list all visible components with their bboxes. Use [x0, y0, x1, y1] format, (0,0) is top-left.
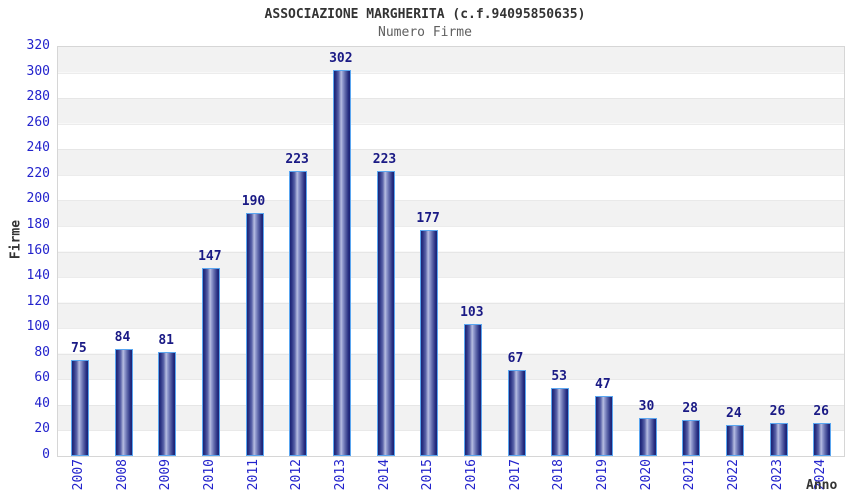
bar-2020: [638, 417, 657, 456]
gridline: [58, 200, 844, 202]
bar-value-label: 53: [551, 369, 567, 385]
bar-value-label: 103: [460, 305, 484, 321]
y-tick-label: 120: [26, 293, 50, 309]
gridline: [58, 404, 844, 406]
bar-value-label: 302: [329, 51, 353, 66]
bar-2013: [332, 70, 351, 456]
x-tick-label: 2012: [289, 459, 305, 491]
y-tick-label: 180: [26, 216, 50, 232]
gridline: [58, 379, 844, 381]
y-tick-label: 280: [26, 89, 50, 105]
bar-value-label: 177: [416, 210, 440, 226]
gridline: [58, 302, 844, 304]
gridline: [58, 430, 844, 432]
x-tick-label: 2013: [332, 459, 348, 491]
x-tick-label: 2007: [70, 459, 86, 491]
bar-2024: [813, 422, 832, 456]
x-tick-label: 2009: [158, 459, 174, 491]
gridline: [58, 72, 844, 74]
bar-value-label: 67: [507, 351, 524, 367]
y-tick-label: 140: [26, 268, 50, 284]
y-tick-label: 0: [42, 447, 50, 462]
bar-value-label: 24: [726, 406, 742, 422]
x-tick-label: 2021: [682, 459, 698, 491]
bar-2007: [70, 360, 89, 456]
plot-area: [57, 46, 845, 457]
x-tick-label: 2016: [463, 459, 479, 491]
y-tick-label: 20: [34, 421, 50, 437]
y-axis-title: Firme: [8, 219, 24, 260]
bar-value-label: 26: [769, 403, 786, 419]
bar-2018: [551, 388, 570, 456]
gridline: [58, 225, 844, 227]
bar-value-label: 75: [71, 341, 87, 357]
gridline: [58, 328, 844, 330]
gridline: [58, 149, 844, 151]
bar-2022: [725, 425, 744, 456]
x-axis-title: Anno: [806, 478, 838, 493]
x-tick-label: 2019: [594, 459, 610, 491]
x-tick-label: 2017: [507, 459, 523, 491]
y-tick-label: 240: [26, 140, 50, 156]
x-tick-label: 2011: [245, 459, 261, 491]
x-tick-label: 2008: [114, 459, 130, 491]
gridline: [58, 174, 844, 176]
y-tick-label: 260: [26, 114, 50, 130]
bar-2014: [376, 170, 395, 456]
bar-value-label: 84: [114, 329, 131, 345]
bar-2016: [463, 324, 482, 456]
x-tick-label: 2023: [769, 459, 785, 491]
y-tick-label: 220: [26, 165, 50, 181]
bar-2011: [245, 213, 264, 456]
y-tick-label: 80: [34, 344, 50, 360]
chart-subtitle: Numero Firme: [378, 25, 472, 40]
bar-2017: [507, 370, 526, 456]
x-tick-label: 2014: [376, 459, 392, 491]
gridline: [58, 98, 844, 100]
gridline: [58, 123, 844, 125]
bar-value-label: 26: [813, 403, 829, 419]
bar-2009: [158, 352, 177, 456]
y-tick-label: 40: [34, 395, 50, 411]
bar-value-label: 81: [158, 333, 174, 349]
bar-value-label: 28: [682, 401, 698, 417]
bar-2010: [201, 268, 220, 456]
chart-title: ASSOCIAZIONE MARGHERITA (c.f.94095850635…: [264, 7, 586, 22]
bar-value-label: 190: [241, 194, 266, 210]
gridline: [58, 251, 844, 253]
bar-value-label: 223: [372, 151, 397, 167]
x-tick-label: 2022: [725, 459, 741, 491]
y-tick-label: 320: [26, 38, 50, 53]
y-tick-label: 300: [26, 63, 50, 79]
bar-2015: [420, 229, 439, 456]
bar-2008: [114, 348, 133, 456]
bar-value-label: 147: [198, 249, 222, 265]
y-tick-label: 60: [34, 370, 50, 386]
bar-value-label: 30: [638, 398, 655, 414]
bar-2012: [289, 170, 308, 456]
x-tick-label: 2010: [201, 459, 217, 491]
y-tick-label: 160: [26, 242, 50, 258]
bar-value-label: 223: [285, 151, 309, 167]
x-tick-label: 2018: [551, 459, 567, 491]
gridline: [58, 277, 844, 279]
y-tick-label: 200: [26, 191, 50, 207]
bar-2019: [594, 395, 613, 456]
bar-2021: [682, 420, 701, 456]
y-tick-label: 100: [26, 319, 50, 335]
x-tick-label: 2015: [420, 459, 436, 491]
x-tick-label: 2020: [638, 459, 654, 491]
bar-value-label: 47: [595, 376, 611, 392]
gridline: [58, 353, 844, 355]
bar-2023: [769, 422, 788, 456]
